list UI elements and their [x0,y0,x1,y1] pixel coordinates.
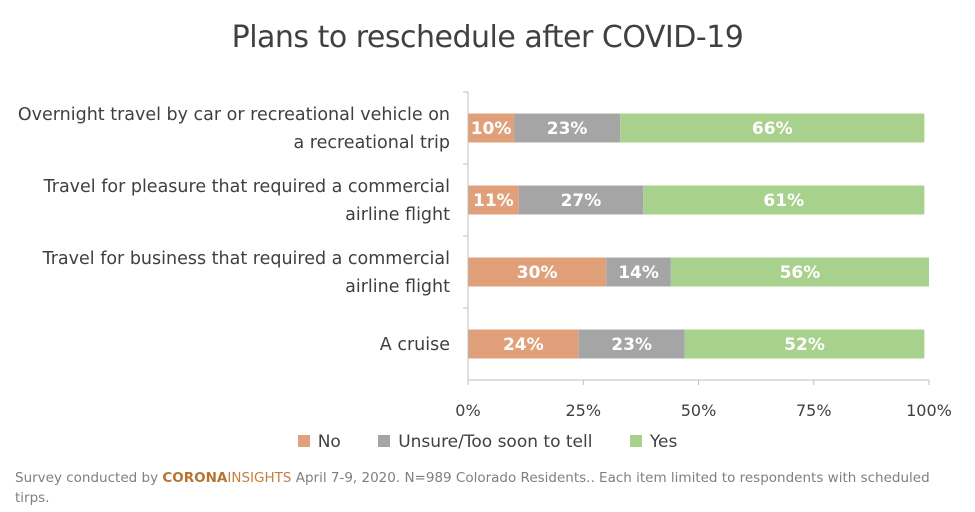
category-label: Overnight travel by car or recreational … [18,105,450,153]
bar-segment [468,113,515,143]
legend-item-unsure: Unsure/Too soon to tell [378,432,592,452]
footnote: Survey conducted by CORONAINSIGHTS April… [15,468,965,508]
bar-segment [578,329,685,359]
bar-segment [620,113,925,143]
data-label: 23% [611,335,652,355]
legend-swatch-unsure [378,435,391,447]
bar-segment [468,185,519,215]
bar-segment [643,185,925,215]
legend-swatch-no [297,435,310,447]
legend: No Unsure/Too soon to tell Yes [0,432,975,452]
bar-segment [468,329,579,359]
chart-title: Plans to reschedule after COVID-19 [231,20,744,55]
footnote-prefix: Survey conducted by [15,470,163,486]
legend-label-yes: Yes [649,432,678,452]
bar-segment [670,257,929,287]
data-label: 10% [471,119,512,139]
legend-item-yes: Yes [629,432,678,452]
x-tick-label: 0% [455,401,480,420]
data-label: 24% [503,335,544,355]
legend-label-unsure: Unsure/Too soon to tell [398,432,593,452]
data-label: 61% [763,191,804,211]
data-label: 11% [473,191,514,211]
bar-segment [684,329,925,359]
bar-segment [606,257,671,287]
legend-item-no: No [297,432,341,452]
data-label: 56% [780,263,821,283]
bar-segment [518,185,644,215]
data-label: 30% [517,263,558,283]
x-tick-label: 50% [681,401,717,420]
x-tick-label: 75% [796,401,832,420]
data-label: 66% [752,119,793,139]
category-label: Travel for business that required a comm… [42,249,451,297]
data-label: 27% [561,191,602,211]
data-label: 52% [784,335,825,355]
footnote-suffix: April 7-9, 2020. N=989 Colorado Resident… [15,470,930,506]
x-tick-label: 100% [906,401,952,420]
data-label: 23% [547,119,588,139]
data-label: 14% [618,263,659,283]
legend-swatch-yes [629,435,642,447]
x-tick-label: 25% [565,401,601,420]
brand-name-insights: INSIGHTS [227,470,292,486]
category-label: A cruise [380,335,450,355]
bar-segment [514,113,621,143]
brand-name-corona: CORONA [162,470,228,486]
bar-segment [468,257,607,287]
stacked-bar-chart: Overnight travel by car or recreational … [18,91,952,420]
legend-label-no: No [317,432,341,452]
category-label: Travel for pleasure that required a comm… [43,177,451,225]
